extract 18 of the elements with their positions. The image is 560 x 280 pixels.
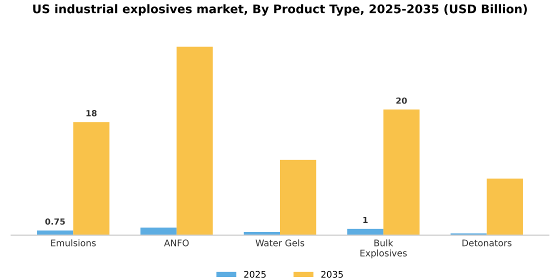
bar	[140, 228, 177, 236]
bar	[383, 110, 420, 236]
data-label: 1	[363, 216, 368, 224]
x-tick-label: Detonators	[462, 240, 512, 246]
x-tick-label: Water Gels	[256, 239, 304, 246]
data-label: 0.75	[45, 218, 65, 225]
x-tick-label: Emulsions	[51, 239, 96, 246]
bar	[486, 178, 523, 236]
bar	[73, 122, 110, 236]
legend-label: 2035	[321, 270, 343, 278]
data-label: 20	[396, 97, 407, 104]
chart-title: US industrial explosives market, By Product Type, 2025-2035 (USD Billion)	[33, 4, 527, 16]
x-tick-label: Bulk Explosives	[360, 239, 407, 258]
x-tick-label: ANFO	[164, 240, 189, 246]
legend-label: 2025	[244, 270, 266, 278]
bar	[176, 46, 213, 236]
bar	[280, 160, 316, 236]
data-label: 18	[86, 110, 97, 116]
